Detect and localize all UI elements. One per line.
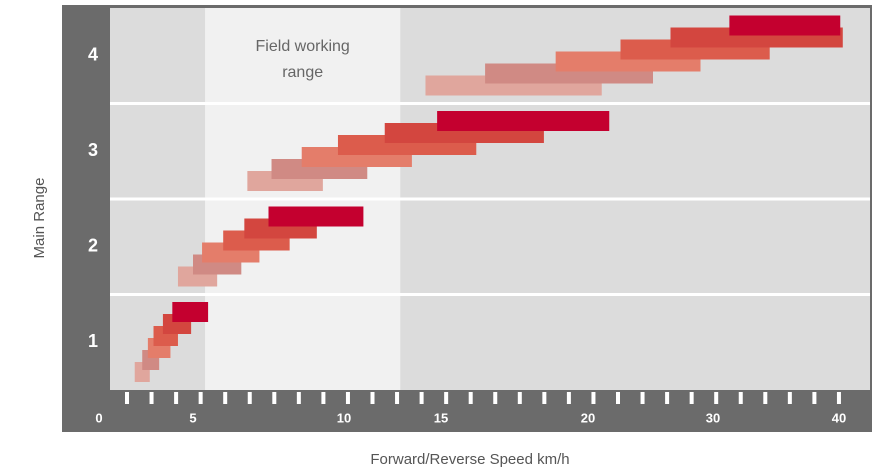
range-label: 1 bbox=[88, 331, 98, 351]
x-tick-label: 40 bbox=[832, 410, 846, 425]
x-tick-label: 0 bbox=[95, 410, 102, 425]
tick bbox=[665, 392, 670, 404]
x-axis-label: Forward/Reverse Speed km/h bbox=[370, 451, 569, 468]
tick bbox=[444, 392, 449, 404]
tick bbox=[395, 392, 400, 404]
tick bbox=[296, 392, 301, 404]
x-tick-label: 20 bbox=[581, 410, 595, 425]
tick bbox=[493, 392, 498, 404]
tick bbox=[566, 392, 571, 404]
tick bbox=[125, 392, 129, 404]
tick bbox=[345, 392, 350, 404]
tick bbox=[763, 392, 768, 404]
range-label: 3 bbox=[88, 140, 98, 160]
tick bbox=[542, 392, 547, 404]
tick bbox=[517, 392, 522, 404]
annotation: Field working bbox=[256, 38, 350, 55]
tick bbox=[616, 392, 620, 404]
separator bbox=[110, 293, 870, 296]
separator bbox=[110, 197, 870, 201]
separator bbox=[110, 102, 870, 105]
tick bbox=[174, 392, 179, 404]
tick bbox=[419, 392, 424, 404]
x-tick-label: 10 bbox=[337, 410, 351, 425]
speed-bar bbox=[172, 302, 209, 322]
tick bbox=[689, 392, 694, 404]
x-tick-label: 5 bbox=[189, 410, 196, 425]
tick bbox=[787, 392, 792, 404]
range-label: 4 bbox=[88, 45, 98, 65]
speed-bar bbox=[437, 111, 610, 131]
tick bbox=[812, 392, 817, 404]
speed-bar bbox=[729, 15, 841, 36]
y-axis-label: Main Range bbox=[31, 178, 48, 259]
tick bbox=[640, 392, 645, 404]
tick bbox=[836, 392, 841, 404]
tick bbox=[198, 392, 203, 404]
tick bbox=[714, 392, 719, 404]
tick bbox=[738, 392, 743, 404]
annotation: range bbox=[282, 64, 323, 81]
tick bbox=[468, 392, 473, 404]
tick bbox=[149, 392, 154, 404]
tick bbox=[321, 392, 326, 404]
tick bbox=[370, 392, 375, 404]
range-label: 2 bbox=[88, 236, 98, 256]
x-tick-label: 15 bbox=[434, 410, 448, 425]
tick bbox=[223, 392, 228, 404]
x-tick-label: 30 bbox=[706, 410, 720, 425]
tick bbox=[591, 392, 596, 404]
speed-bar bbox=[268, 206, 364, 227]
tick bbox=[272, 392, 277, 404]
tick bbox=[247, 392, 252, 404]
